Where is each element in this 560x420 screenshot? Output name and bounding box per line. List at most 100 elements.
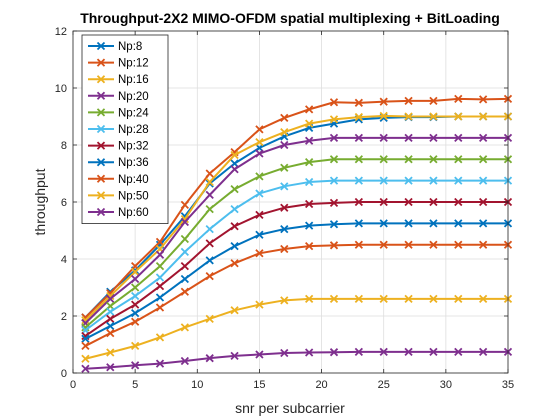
data-point xyxy=(404,347,413,357)
data-point xyxy=(230,306,239,315)
data-point xyxy=(205,314,214,323)
data-point xyxy=(454,155,463,164)
data-point xyxy=(329,115,339,124)
legend-label: Np:32 xyxy=(118,141,149,153)
data-point xyxy=(454,219,463,228)
data-point xyxy=(305,199,314,209)
series-line xyxy=(84,243,508,347)
series-np-36 xyxy=(81,219,513,343)
legend-label: Np:40 xyxy=(118,174,149,186)
legend-entry: Np:60 xyxy=(88,207,149,219)
data-point xyxy=(404,112,413,121)
data-point xyxy=(205,354,214,363)
data-point xyxy=(429,347,438,357)
data-point xyxy=(131,274,140,284)
y-tick-label: 8 xyxy=(61,140,67,152)
data-point xyxy=(354,197,363,207)
data-point xyxy=(230,351,239,361)
y-tick-label: 4 xyxy=(61,254,67,266)
data-point xyxy=(280,244,289,254)
data-point xyxy=(429,133,438,143)
data-point xyxy=(379,97,388,106)
data-point xyxy=(280,113,289,123)
x-tick-label: 25 xyxy=(378,379,390,391)
data-point xyxy=(479,95,488,104)
data-point xyxy=(329,155,339,164)
data-point xyxy=(305,157,314,167)
y-axis-label: throughput xyxy=(32,168,48,235)
data-point xyxy=(305,105,314,114)
data-point xyxy=(155,333,165,342)
series-line xyxy=(85,350,508,370)
data-point xyxy=(230,259,239,268)
data-point xyxy=(230,165,239,174)
legend-label: Np:12 xyxy=(118,58,149,70)
data-point xyxy=(280,163,289,172)
data-point xyxy=(280,140,289,150)
data-point xyxy=(354,294,363,304)
data-point xyxy=(106,307,115,316)
series-np-28 xyxy=(81,176,513,335)
legend-entry: Np:40 xyxy=(88,174,149,186)
data-point xyxy=(454,112,463,121)
data-point xyxy=(479,197,488,207)
data-point xyxy=(131,341,140,351)
data-point xyxy=(230,204,239,214)
legend-marker xyxy=(96,41,106,51)
data-point xyxy=(155,250,165,259)
data-point xyxy=(131,291,140,301)
y-tick-label: 12 xyxy=(55,26,67,38)
legend-marker xyxy=(96,174,106,183)
data-point xyxy=(255,172,264,181)
data-point xyxy=(379,197,388,207)
data-point xyxy=(329,133,339,143)
series-np-50 xyxy=(81,294,513,363)
legend-marker xyxy=(96,108,106,117)
data-point xyxy=(404,240,413,249)
legend-label: Np:28 xyxy=(118,124,149,136)
data-point xyxy=(106,314,115,323)
data-point xyxy=(131,309,140,318)
data-point xyxy=(131,300,140,309)
legend-entry: Np:8 xyxy=(88,41,142,53)
data-point xyxy=(280,182,289,191)
data-point xyxy=(255,149,264,158)
y-tick-label: 2 xyxy=(61,311,67,323)
data-point xyxy=(230,150,239,160)
data-point xyxy=(106,291,115,301)
x-tick-label: 0 xyxy=(70,379,76,391)
data-point xyxy=(280,203,289,212)
data-point xyxy=(205,239,214,248)
data-point xyxy=(180,214,189,224)
y-tick-label: 10 xyxy=(55,83,67,95)
data-point xyxy=(106,348,115,357)
data-point xyxy=(305,221,314,230)
data-point xyxy=(429,240,438,249)
data-point xyxy=(205,190,214,200)
data-point xyxy=(205,256,214,265)
data-point xyxy=(131,283,140,292)
legend: Np:8 Np:12 Np:16 Np:20 Np:24 Np:28 Np:32 Np:36 N… xyxy=(81,34,169,225)
data-point xyxy=(205,204,214,214)
data-point xyxy=(305,242,314,251)
y-tick-label: 6 xyxy=(61,197,67,209)
data-point xyxy=(305,348,314,357)
data-point xyxy=(454,294,463,304)
data-point xyxy=(404,176,413,185)
data-point xyxy=(479,155,488,164)
data-point xyxy=(429,112,438,121)
data-point xyxy=(454,240,463,249)
data-point xyxy=(379,240,388,249)
data-point xyxy=(255,230,264,239)
data-point xyxy=(180,274,189,284)
data-point xyxy=(354,240,363,249)
legend-label: Np:50 xyxy=(118,190,149,202)
data-point xyxy=(131,317,140,326)
series-line xyxy=(84,136,508,324)
data-point xyxy=(280,296,289,305)
legend-label: Np:36 xyxy=(118,157,149,169)
data-point xyxy=(479,133,488,143)
legend-entry: Np:24 xyxy=(88,107,149,119)
data-point xyxy=(329,241,339,250)
data-point xyxy=(305,119,314,128)
